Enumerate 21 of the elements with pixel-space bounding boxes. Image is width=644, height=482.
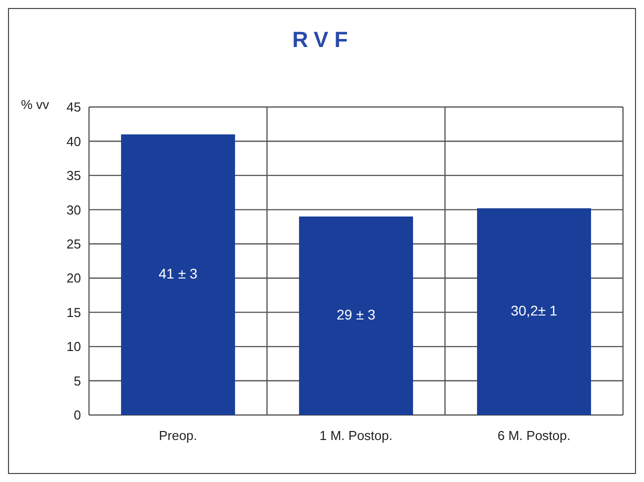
- bar: [299, 216, 414, 415]
- y-axis-title: % vv: [21, 97, 50, 112]
- y-tick-label: 20: [66, 270, 81, 286]
- y-tick-label: 30: [66, 202, 81, 218]
- data-label: 29 ± 3: [336, 306, 376, 322]
- y-tick-label: 45: [66, 100, 81, 115]
- bar: [477, 208, 592, 415]
- y-tick-label: 0: [74, 408, 81, 423]
- x-tick-label: 1 M. Postop.: [320, 428, 392, 444]
- y-tick-label: 5: [74, 373, 81, 388]
- data-label: 41 ± 3: [158, 265, 198, 282]
- y-tick-label: 40: [66, 134, 81, 149]
- chart-title: RVF: [291, 27, 355, 53]
- y-tick-label: 10: [66, 339, 81, 354]
- y-tick-label: 15: [66, 304, 81, 320]
- x-tick-label: Preop.: [158, 428, 198, 444]
- bar: [121, 134, 236, 415]
- y-tick-label: 35: [66, 168, 81, 184]
- x-tick-label: 6 M. Postop.: [498, 428, 570, 444]
- y-tick-label: 25: [66, 236, 81, 252]
- data-label: 30,2± 1: [510, 302, 558, 318]
